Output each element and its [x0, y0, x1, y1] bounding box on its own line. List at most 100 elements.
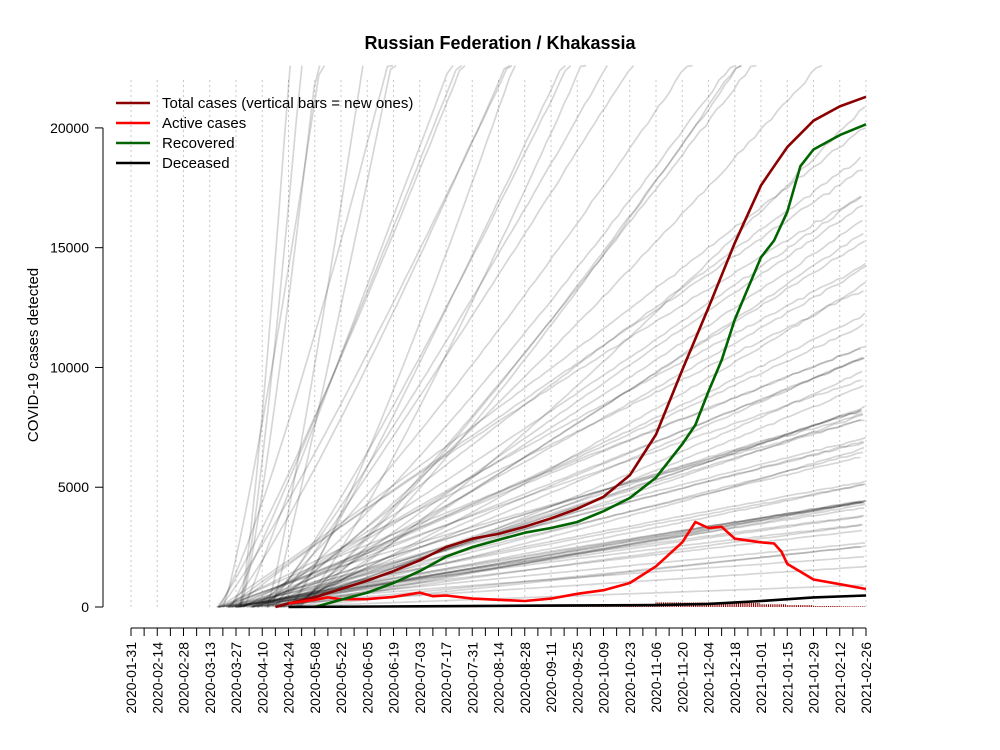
- background-region-line: [252, 499, 867, 608]
- y-tick-label: 5000: [58, 479, 89, 495]
- background-region-line: [264, 64, 823, 608]
- background-region-line: [227, 323, 864, 608]
- background-region-line: [257, 64, 737, 608]
- legend-label: Deceased: [162, 155, 230, 172]
- background-region-line: [232, 219, 863, 608]
- background-region-line: [251, 480, 866, 608]
- background-region-line: [228, 446, 865, 608]
- background-region-line: [266, 356, 864, 608]
- y-axis-label: COVID-19 cases detected: [25, 268, 42, 442]
- series-line-total-cases: [275, 95, 867, 609]
- background-region-line: [222, 65, 326, 608]
- x-tick-label: 2020-06-19: [386, 642, 402, 714]
- series-line-deceased: [288, 594, 867, 609]
- background-region-line: [275, 409, 861, 608]
- background-region-line: [235, 195, 862, 608]
- background-region-line: [296, 240, 866, 608]
- background-region-line: [289, 65, 516, 608]
- y-tick-label: 15000: [50, 240, 89, 256]
- series-line-active-cases: [288, 520, 867, 605]
- background-region-line: [267, 384, 864, 608]
- x-tick-label: 2020-11-20: [674, 642, 690, 713]
- background-region-line: [251, 262, 866, 608]
- background-region-line: [250, 514, 865, 608]
- legend-label: Recovered: [162, 135, 235, 152]
- background-region-line: [238, 515, 863, 608]
- x-tick-label: 2020-10-09: [596, 642, 612, 714]
- background-region-line: [266, 64, 572, 608]
- x-tick-label: 2020-10-23: [622, 642, 638, 714]
- background-region-line: [243, 65, 454, 608]
- x-tick-label: 2020-05-08: [307, 642, 323, 714]
- background-region-line: [219, 347, 861, 608]
- x-tick-label: 2021-02-26: [858, 642, 874, 714]
- series-lines: [275, 95, 867, 609]
- background-region-line: [263, 65, 608, 608]
- background-region-line: [239, 65, 303, 608]
- x-tick-label: 2020-05-22: [333, 642, 349, 714]
- x-tick-label: 2020-02-14: [149, 642, 165, 714]
- y-tick-label: 20000: [50, 120, 89, 136]
- background-region-line: [256, 507, 865, 608]
- background-region-line: [277, 370, 863, 608]
- background-region-line: [252, 265, 867, 608]
- background-region-line: [230, 64, 463, 608]
- x-tick-label: 2020-08-28: [517, 642, 533, 714]
- x-tick-label: 2020-04-10: [254, 642, 270, 714]
- x-tick-label: 2020-04-24: [281, 642, 297, 714]
- background-region-line: [274, 156, 862, 608]
- x-tick-label: 2020-12-04: [701, 642, 717, 714]
- background-region-line: [296, 64, 742, 608]
- background-region-line: [251, 405, 866, 608]
- background-region-line: [235, 503, 866, 608]
- background-region-line: [277, 523, 863, 608]
- background-region-line: [230, 456, 861, 608]
- x-tick-label: 2020-07-31: [464, 642, 480, 714]
- background-region-line: [294, 204, 864, 608]
- x-tick-label: 2020-03-27: [228, 642, 244, 714]
- background-region-line: [272, 65, 635, 608]
- x-tick-label: 2020-06-05: [359, 642, 375, 714]
- background-region-line: [253, 64, 693, 608]
- background-region-line: [290, 357, 865, 608]
- background-region-line: [217, 312, 866, 608]
- x-tick-label: 2020-07-03: [412, 642, 428, 714]
- background-region-line: [223, 419, 865, 608]
- background-region-line: [249, 412, 863, 608]
- y-tick-label: 10000: [50, 359, 89, 375]
- background-region-line: [266, 65, 364, 608]
- background-region-line: [218, 64, 513, 608]
- x-tick-label: 2020-01-31: [123, 642, 139, 714]
- y-axis: 0 5000 10000 15000 20000: [50, 120, 104, 615]
- x-tick-label: 2020-09-11: [543, 642, 559, 713]
- background-region-line: [218, 483, 866, 608]
- background-region-line: [227, 440, 864, 608]
- x-tick-label: 2021-01-15: [779, 642, 795, 714]
- background-region-line: [242, 196, 863, 608]
- background-region-line: [216, 64, 466, 608]
- background-region-line: [216, 483, 864, 608]
- background-region-line: [260, 451, 864, 608]
- legend: Total cases (vertical bars = new ones) Ac…: [116, 95, 413, 172]
- background-region-line: [292, 418, 862, 608]
- background-region-line: [231, 408, 863, 608]
- x-tick-label: 2020-09-25: [569, 642, 585, 714]
- background-region-line: [266, 232, 864, 608]
- background-region-line: [240, 65, 321, 608]
- x-tick-label: 2020-02-28: [176, 642, 192, 714]
- background-region-line: [238, 501, 863, 608]
- background-region-line: [218, 127, 866, 608]
- background-region-line: [226, 169, 864, 608]
- background-region-line: [256, 441, 865, 608]
- background-region-line: [298, 64, 587, 608]
- chart-title: Russian Federation / Khakassia: [364, 33, 636, 53]
- background-region-line: [288, 64, 566, 608]
- x-tick-label: 2021-01-01: [753, 642, 769, 714]
- x-tick-label: 2020-12-18: [727, 642, 743, 714]
- background-region-line: [296, 106, 866, 608]
- background-region-line: [280, 281, 866, 608]
- y-tick-label: 0: [81, 599, 89, 615]
- x-axis: 2020-01-31 2020-02-14 2020-02-28 2020-03-13…: [123, 627, 874, 714]
- series-line-recovered: [314, 123, 867, 609]
